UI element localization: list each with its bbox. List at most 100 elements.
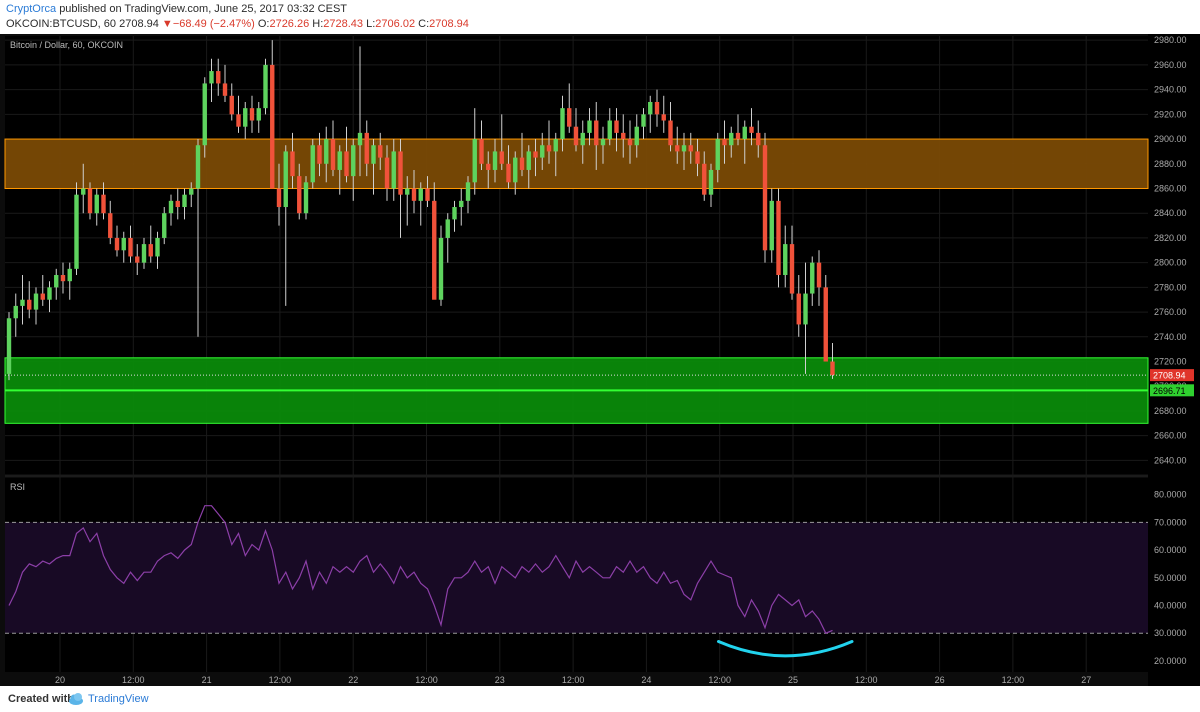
candle (195, 139, 201, 337)
candle-body (654, 101, 660, 115)
candle (729, 126, 734, 158)
candle (627, 120, 633, 164)
close-value: 2708.94 (429, 18, 469, 30)
candle-body (600, 139, 606, 146)
rsi-title: RSI (10, 482, 25, 492)
chart-canvas[interactable]: 20 12:00 21 12:00 22 12:00 23 12:00 24 12:00 25 12:… (0, 34, 1200, 686)
author-link[interactable]: CryptOrca (6, 3, 57, 15)
candle-body (452, 207, 457, 220)
candle-body (479, 139, 484, 164)
x-tick-label: 24 (641, 675, 651, 685)
candle-body (675, 145, 680, 152)
candle (249, 95, 255, 133)
candle-body (634, 126, 639, 146)
candle-body (351, 145, 356, 177)
rsi-y-tick-label: 70.0000 (1154, 517, 1187, 527)
candle-body (47, 287, 52, 300)
candle-body (465, 182, 471, 201)
y-tick-label: 2760.00 (1154, 307, 1187, 317)
candle-body (384, 157, 390, 189)
candle-body (141, 244, 147, 263)
candle (94, 188, 99, 226)
candle-body (418, 188, 423, 201)
x-tick-label: 22 (348, 675, 358, 685)
current-price: 2708.94 (119, 18, 159, 30)
candle (222, 64, 228, 102)
candle (27, 281, 32, 319)
rsi-y-tick-label: 60.0000 (1154, 545, 1187, 555)
candle-body (641, 114, 646, 127)
candle-body (33, 293, 39, 310)
y-tick-label: 2840.00 (1154, 208, 1187, 218)
candle-body (13, 305, 18, 319)
tradingview-brand[interactable]: TradingView (88, 693, 149, 705)
candle (607, 108, 612, 146)
candle-body (499, 151, 504, 164)
candle (560, 95, 565, 152)
candle (54, 268, 59, 300)
candle (114, 225, 120, 257)
candle (681, 132, 687, 170)
last-price-label: 2708.94 (1153, 371, 1186, 381)
candle-body (74, 194, 79, 269)
rsi-y-tick-label: 20.0000 (1154, 656, 1187, 666)
candle (614, 108, 619, 152)
candle-body (803, 293, 808, 325)
x-tick-label: 12:00 (415, 675, 438, 685)
candle-body (567, 108, 572, 127)
tradingview-cloud-icon (69, 693, 83, 705)
candle (533, 139, 538, 177)
candle (654, 89, 660, 127)
y-tick-label: 2960.00 (1154, 60, 1187, 70)
support-price-tag (1150, 384, 1194, 397)
rsi-y-tick-label: 30.0000 (1154, 628, 1187, 638)
down-arrow-icon: ▼ (161, 18, 173, 30)
candle (47, 281, 52, 313)
candle-body (492, 151, 498, 170)
candle (756, 120, 761, 158)
y-tick-label: 2900.00 (1154, 134, 1187, 144)
candle-body (789, 244, 795, 294)
candle (108, 200, 113, 245)
candle (121, 231, 126, 263)
candle-body (762, 145, 768, 251)
candle (587, 108, 592, 146)
candle-body (830, 361, 835, 376)
candle (789, 225, 795, 300)
chart-header: CryptOrca published on TradingView.com, … (0, 0, 1200, 34)
candle-body (607, 120, 612, 140)
candle-body (587, 120, 592, 133)
candle (162, 207, 167, 245)
candle-body (411, 188, 417, 201)
high-label: H: (312, 18, 324, 30)
candle (155, 231, 160, 269)
price-chart-title: Bitcoin / Dollar, 60, OKCOIN (10, 40, 123, 50)
candle-body (324, 139, 329, 164)
x-tick-label: 12:00 (269, 675, 292, 685)
candle-body (249, 108, 255, 121)
candle (783, 225, 788, 288)
y-tick-label: 2680.00 (1154, 406, 1187, 416)
candle-body (81, 188, 86, 195)
candle-body (337, 151, 342, 170)
candle (303, 176, 309, 220)
candle-body (513, 157, 518, 183)
candle-body (459, 200, 464, 208)
symbol-label: OKCOIN:BTCUSD, 60 (6, 18, 117, 30)
candle (189, 182, 194, 208)
candle-body (270, 64, 275, 189)
candle (526, 145, 531, 189)
candle (81, 163, 86, 214)
candle (236, 95, 241, 133)
candle-body (283, 151, 288, 208)
high-value: 2728.43 (323, 18, 364, 30)
candle (256, 101, 261, 133)
candle (67, 262, 72, 300)
created-with-label: Created with (8, 693, 75, 705)
candle-body (398, 151, 403, 195)
candle (816, 250, 822, 306)
candle (648, 95, 653, 133)
candle (702, 151, 707, 201)
rsi-band (5, 522, 1148, 634)
close-label: C: (418, 18, 430, 30)
